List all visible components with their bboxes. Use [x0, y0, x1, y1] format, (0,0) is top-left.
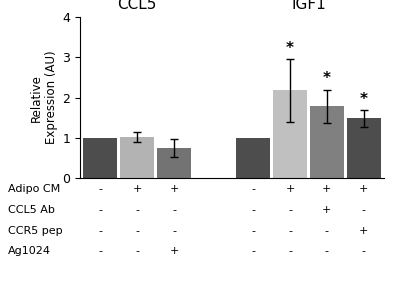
Text: *: *: [323, 71, 331, 86]
Text: -: -: [98, 185, 102, 194]
Bar: [347, 119, 381, 178]
Text: +: +: [359, 185, 368, 194]
Text: *: *: [360, 92, 368, 107]
Text: +: +: [322, 185, 332, 194]
Text: CCL5 Ab: CCL5 Ab: [8, 205, 55, 215]
Y-axis label: Relative
Expression (AU): Relative Expression (AU): [30, 51, 58, 144]
Text: -: -: [251, 226, 255, 236]
Text: Adipo CM: Adipo CM: [8, 185, 60, 194]
Bar: [273, 90, 307, 178]
Text: +: +: [359, 226, 368, 236]
Text: -: -: [288, 247, 292, 256]
Bar: [157, 148, 191, 178]
Text: -: -: [325, 247, 329, 256]
Text: CCR5 pep: CCR5 pep: [8, 226, 63, 236]
Text: -: -: [288, 226, 292, 236]
Text: +: +: [132, 185, 142, 194]
Text: CCL5: CCL5: [118, 0, 157, 12]
Text: -: -: [172, 226, 176, 236]
Text: -: -: [362, 247, 366, 256]
Text: -: -: [251, 247, 255, 256]
Text: +: +: [285, 185, 295, 194]
Bar: [120, 137, 154, 178]
Text: +: +: [322, 205, 332, 215]
Text: -: -: [288, 205, 292, 215]
Bar: [236, 138, 270, 178]
Text: -: -: [251, 185, 255, 194]
Text: IGF1: IGF1: [291, 0, 326, 12]
Text: +: +: [169, 247, 179, 256]
Bar: [83, 138, 117, 178]
Bar: [310, 106, 344, 178]
Text: -: -: [135, 247, 139, 256]
Text: -: -: [325, 226, 329, 236]
Text: -: -: [251, 205, 255, 215]
Text: -: -: [135, 205, 139, 215]
Text: -: -: [172, 205, 176, 215]
Text: -: -: [135, 226, 139, 236]
Text: *: *: [286, 41, 294, 56]
Text: -: -: [98, 205, 102, 215]
Text: Ag1024: Ag1024: [8, 247, 51, 256]
Text: -: -: [98, 226, 102, 236]
Text: -: -: [362, 205, 366, 215]
Text: +: +: [169, 185, 179, 194]
Text: -: -: [98, 247, 102, 256]
